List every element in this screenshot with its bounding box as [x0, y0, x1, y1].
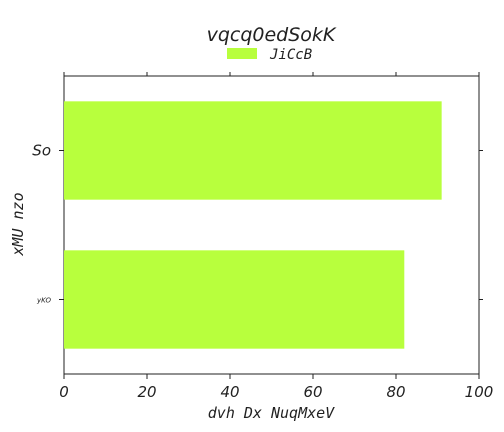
x-tick-label-3: 60 — [303, 383, 322, 401]
y-axis-ticks: So yKO — [32, 142, 483, 305]
chart-title: vqcq0edSokK — [207, 24, 337, 46]
y-tick-label-0: So — [32, 142, 51, 160]
x-tick-label-0: 0 — [59, 383, 69, 401]
x-axis-ticks: 0 20 40 60 80 100 — [59, 72, 493, 401]
x-tick-label-2: 40 — [220, 383, 239, 401]
x-tick-label-1: 20 — [137, 383, 156, 401]
bar-yKO — [64, 250, 405, 349]
x-axis-label: dvh Dx NuqMxeV — [208, 404, 335, 422]
y-axis-label: xMU nzo — [9, 192, 27, 256]
legend-label: JiCcB — [269, 47, 312, 63]
y-tick-label-1: yKO — [36, 297, 52, 305]
x-tick-label-5: 100 — [465, 383, 494, 401]
x-tick-label-4: 80 — [386, 383, 405, 401]
legend-swatch — [227, 48, 257, 59]
legend: JiCcB — [227, 47, 312, 63]
bar-So — [64, 101, 442, 200]
bars-group — [64, 101, 442, 349]
